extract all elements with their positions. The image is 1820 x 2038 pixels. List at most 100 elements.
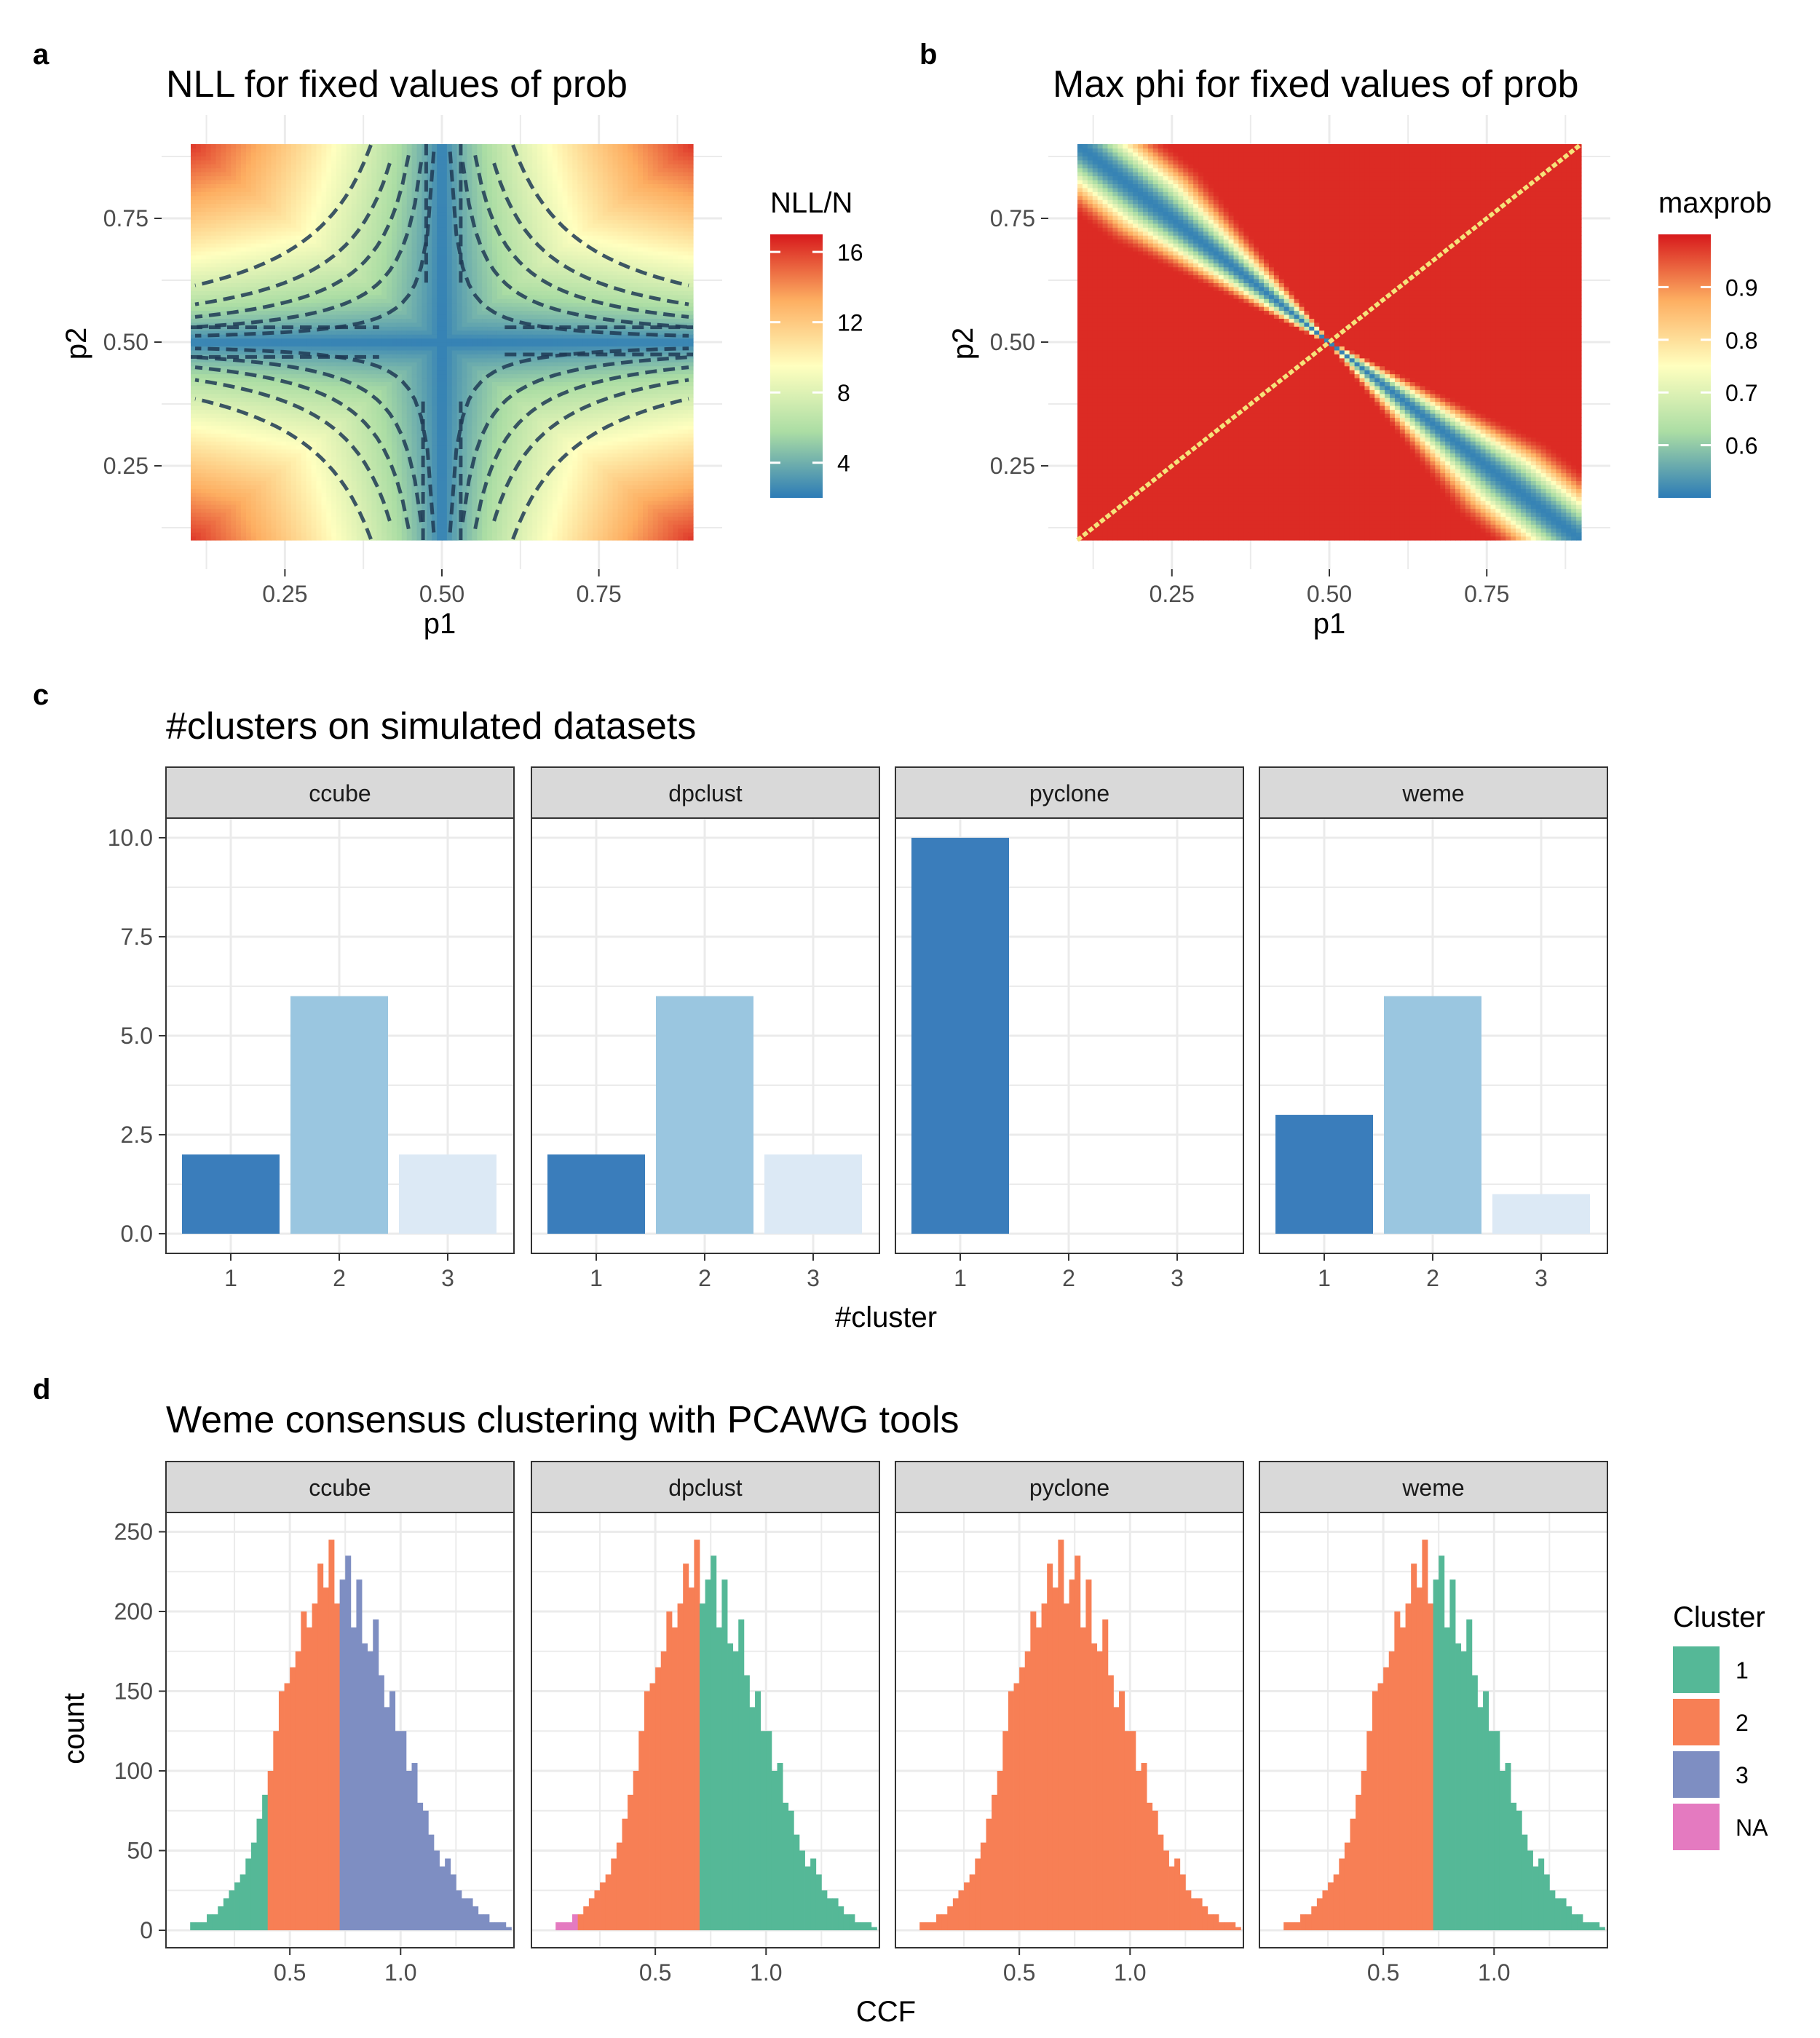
- heatmap-cell: [362, 306, 368, 311]
- heatmap-cell: [196, 239, 202, 244]
- heatmap-cell: [221, 180, 226, 184]
- heatmap-cell: [256, 374, 262, 378]
- heatmap-cell: [201, 231, 207, 236]
- heatmap-cell: [412, 318, 418, 322]
- heatmap-cell: [352, 389, 357, 394]
- heatmap-cell: [216, 180, 222, 184]
- heatmap-cell: [196, 275, 202, 279]
- heatmap-cell: [276, 231, 282, 236]
- heatmap-cell: [246, 536, 252, 541]
- heatmap-cell: [251, 532, 257, 536]
- heatmap-cell: [321, 520, 327, 525]
- heatmap-cell: [236, 243, 242, 247]
- heatmap-cell: [191, 306, 197, 311]
- heatmap-cell: [326, 532, 332, 536]
- heatmap-cell: [427, 358, 432, 362]
- heatmap-cell: [196, 350, 202, 354]
- heatmap-cell: [291, 342, 297, 346]
- heatmap-cell: [231, 290, 237, 295]
- heatmap-cell: [432, 215, 438, 220]
- heatmap-cell: [271, 453, 277, 457]
- heatmap-cell: [341, 263, 347, 267]
- heatmap-cell: [437, 389, 443, 394]
- heatmap-cell: [241, 488, 247, 493]
- heatmap-cell: [271, 528, 277, 533]
- heatmap-cell: [422, 287, 427, 291]
- heatmap-cell: [427, 346, 432, 350]
- heatmap-cell: [301, 263, 307, 267]
- heatmap-cell: [347, 473, 352, 477]
- heatmap-cell: [347, 374, 352, 378]
- heatmap-cell: [196, 176, 202, 181]
- heatmap-cell: [392, 172, 397, 176]
- heatmap-cell: [437, 397, 443, 402]
- heatmap-cell: [417, 469, 423, 473]
- heatmap-cell: [231, 449, 237, 453]
- heatmap-cell: [392, 441, 397, 445]
- heatmap-cell: [422, 389, 427, 394]
- heatmap-cell: [341, 295, 347, 299]
- heatmap-cell: [392, 381, 397, 386]
- heatmap-cell: [266, 215, 272, 220]
- heatmap-cell: [402, 473, 408, 477]
- heatmap-cell: [291, 524, 297, 528]
- heatmap-cell: [206, 465, 212, 469]
- heatmap-cell: [417, 255, 423, 259]
- heatmap-cell: [216, 445, 222, 449]
- heatmap-cell: [367, 413, 373, 418]
- heatmap-cell: [191, 413, 197, 418]
- heatmap-cell: [422, 346, 427, 350]
- heatmap-cell: [376, 409, 382, 413]
- heatmap-cell: [347, 433, 352, 437]
- heatmap-cell: [251, 457, 257, 461]
- heatmap-cell: [266, 267, 272, 271]
- heatmap-cell: [306, 532, 312, 536]
- heatmap-cell: [216, 496, 222, 501]
- heatmap-cell: [376, 176, 382, 181]
- heatmap-cell: [381, 465, 387, 469]
- heatmap-cell: [281, 520, 287, 525]
- heatmap-cell: [261, 247, 267, 251]
- heatmap-cell: [206, 394, 212, 398]
- heatmap-cell: [312, 338, 317, 343]
- heatmap-cell: [371, 370, 377, 374]
- heatmap-cell: [191, 259, 197, 263]
- heatmap-cell: [241, 188, 247, 192]
- heatmap-cell: [271, 188, 277, 192]
- heatmap-cell: [352, 303, 357, 307]
- heatmap-cell: [266, 271, 272, 275]
- heatmap-cell: [331, 172, 337, 176]
- heatmap-cell: [266, 172, 272, 176]
- heatmap-cell: [402, 528, 408, 533]
- heatmap-cell: [417, 176, 423, 181]
- heatmap-cell: [301, 196, 307, 200]
- heatmap-cell: [387, 421, 392, 426]
- heatmap-cell: [341, 374, 347, 378]
- heatmap-cell: [216, 144, 222, 148]
- heatmap-cell: [352, 532, 357, 536]
- heatmap-cell: [256, 306, 262, 311]
- heatmap-cell: [251, 536, 257, 541]
- heatmap-cell: [206, 389, 212, 394]
- heatmap-cell: [437, 512, 443, 517]
- heatmap-cell: [437, 402, 443, 406]
- heatmap-cell: [211, 441, 217, 445]
- heatmap-cell: [317, 504, 323, 509]
- heatmap-cell: [417, 433, 423, 437]
- heatmap-cell: [216, 287, 222, 291]
- heatmap-cell: [216, 378, 222, 382]
- heatmap-cell: [331, 227, 337, 231]
- heatmap-cell: [326, 433, 332, 437]
- heatmap-cell: [326, 191, 332, 196]
- heatmap-cell: [437, 362, 443, 366]
- heatmap-cell: [246, 496, 252, 501]
- heatmap-cell: [221, 144, 226, 148]
- heatmap-cell: [336, 504, 342, 509]
- heatmap-cell: [412, 358, 418, 362]
- heatmap-cell: [241, 433, 247, 437]
- heatmap-cell: [206, 445, 212, 449]
- heatmap-cell: [312, 251, 317, 255]
- heatmap-cell: [341, 314, 347, 319]
- heatmap-cell: [412, 378, 418, 382]
- heatmap-cell: [341, 508, 347, 512]
